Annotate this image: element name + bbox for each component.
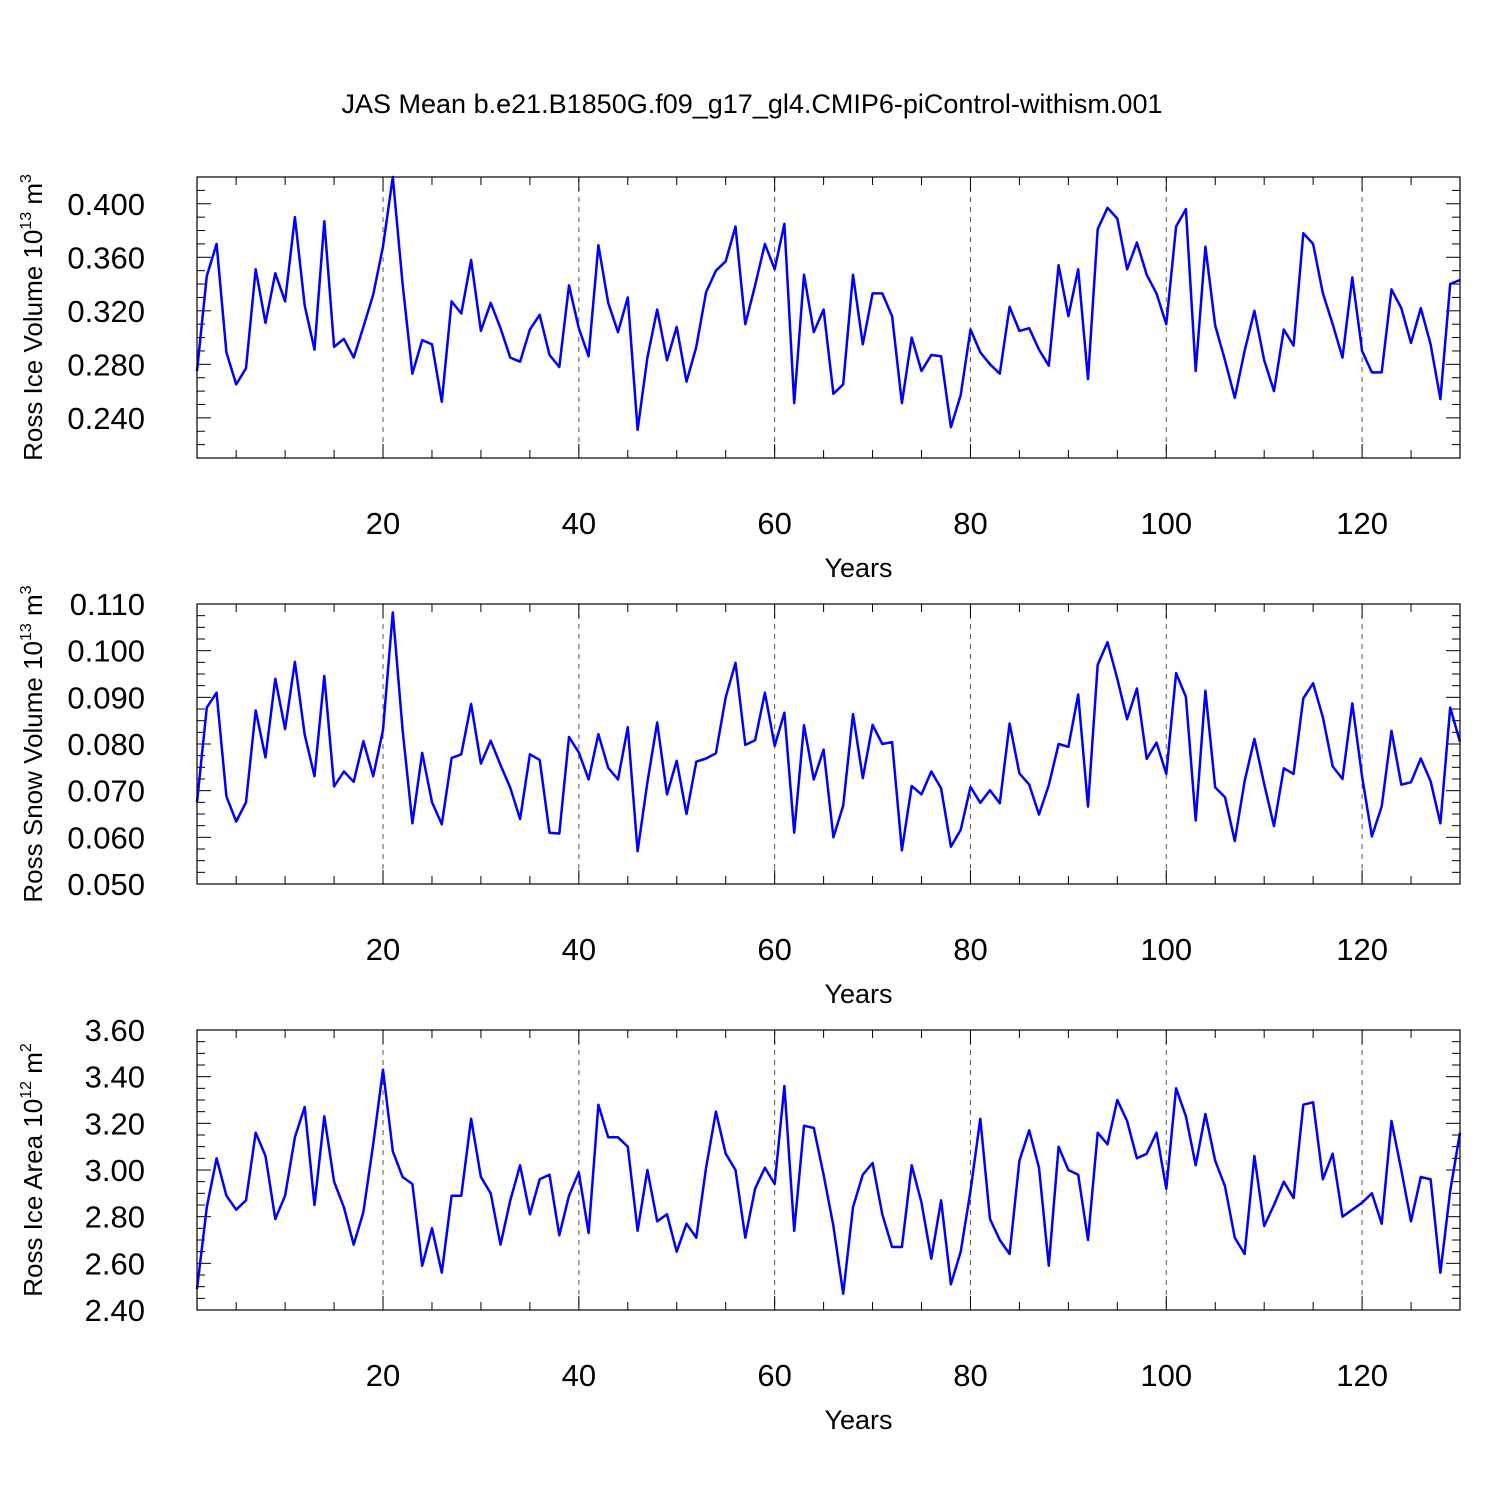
plot-frame bbox=[196, 1029, 1461, 1311]
chart-panel-1: 20 40 60 80 100 120 0.240 0.280 0.320 0.360 0.400 Y… bbox=[18, 174, 1461, 583]
x-tick-label: 20 bbox=[366, 506, 400, 541]
x-tick-label: 120 bbox=[1336, 506, 1388, 541]
y-axis-label: Ross Ice Volume 1013 m3 bbox=[18, 174, 48, 461]
y-tick-label: 0.400 bbox=[67, 187, 145, 222]
y-tick-label: 0.360 bbox=[67, 240, 145, 275]
plot-frame bbox=[196, 176, 1461, 459]
chart-panel-3: 20 40 60 80 100 120 2.40 2.60 2.80 3.00 3.20 3.40 3.… bbox=[18, 1013, 1462, 1435]
series-line bbox=[195, 611, 1462, 853]
y-tick-label: 2.40 bbox=[85, 1293, 145, 1328]
chart-title: JAS Mean b.e21.B1850G.f09_g17_gl4.CMIP6-… bbox=[342, 89, 1163, 119]
x-tick-label: 100 bbox=[1140, 1358, 1192, 1393]
x-tick-label: 120 bbox=[1336, 932, 1388, 967]
y-tick-label: 3.60 bbox=[85, 1013, 145, 1048]
x-tick-label: 60 bbox=[757, 506, 791, 541]
y-tick-label: 0.240 bbox=[67, 401, 145, 436]
y-tick-label: 0.280 bbox=[67, 347, 145, 382]
y-tick-label: 0.100 bbox=[67, 634, 145, 669]
x-tick-label: 40 bbox=[562, 506, 596, 541]
y-tick-label: 2.60 bbox=[85, 1246, 145, 1281]
x-tick-label: 60 bbox=[757, 1358, 791, 1393]
plot-frame bbox=[196, 603, 1461, 885]
y-tick-label: 0.050 bbox=[67, 867, 145, 902]
y-axis-label: Ross Ice Area 1012 m2 bbox=[18, 1043, 48, 1297]
x-tick-label: 60 bbox=[757, 932, 791, 967]
y-axis-label: Ross Snow Volume 1013 m3 bbox=[18, 585, 48, 902]
x-axis-label: Years bbox=[824, 1405, 892, 1435]
y-tick-label: 3.40 bbox=[85, 1060, 145, 1095]
chart-panel-2: 20 40 60 80 100 120 0.050 0.060 0.070 0.080 0.090 0… bbox=[18, 585, 1462, 1009]
y-tick-label: 3.00 bbox=[85, 1153, 145, 1188]
x-axis-label: Years bbox=[824, 553, 892, 583]
y-tick-label: 0.070 bbox=[67, 774, 145, 809]
series-line bbox=[195, 175, 1461, 432]
y-tick-label: 3.20 bbox=[85, 1106, 145, 1141]
x-tick-label: 80 bbox=[953, 932, 987, 967]
x-axis-label: Years bbox=[824, 979, 892, 1009]
y-tick-label: 2.80 bbox=[85, 1200, 145, 1235]
x-tick-label: 20 bbox=[366, 932, 400, 967]
x-tick-label: 100 bbox=[1140, 506, 1192, 541]
y-tick-label: 0.090 bbox=[67, 680, 145, 715]
y-tick-label: 0.080 bbox=[67, 727, 145, 762]
y-tick-label: 0.320 bbox=[67, 294, 145, 329]
y-tick-label: 0.110 bbox=[70, 587, 145, 622]
x-tick-label: 40 bbox=[562, 1358, 596, 1393]
x-tick-label: 80 bbox=[953, 1358, 987, 1393]
series-line bbox=[195, 1068, 1462, 1295]
x-tick-label: 40 bbox=[562, 932, 596, 967]
y-tick-label: 0.060 bbox=[67, 820, 145, 855]
x-tick-label: 20 bbox=[366, 1358, 400, 1393]
x-tick-label: 120 bbox=[1336, 1358, 1388, 1393]
x-tick-label: 100 bbox=[1140, 932, 1192, 967]
x-tick-label: 80 bbox=[953, 506, 987, 541]
